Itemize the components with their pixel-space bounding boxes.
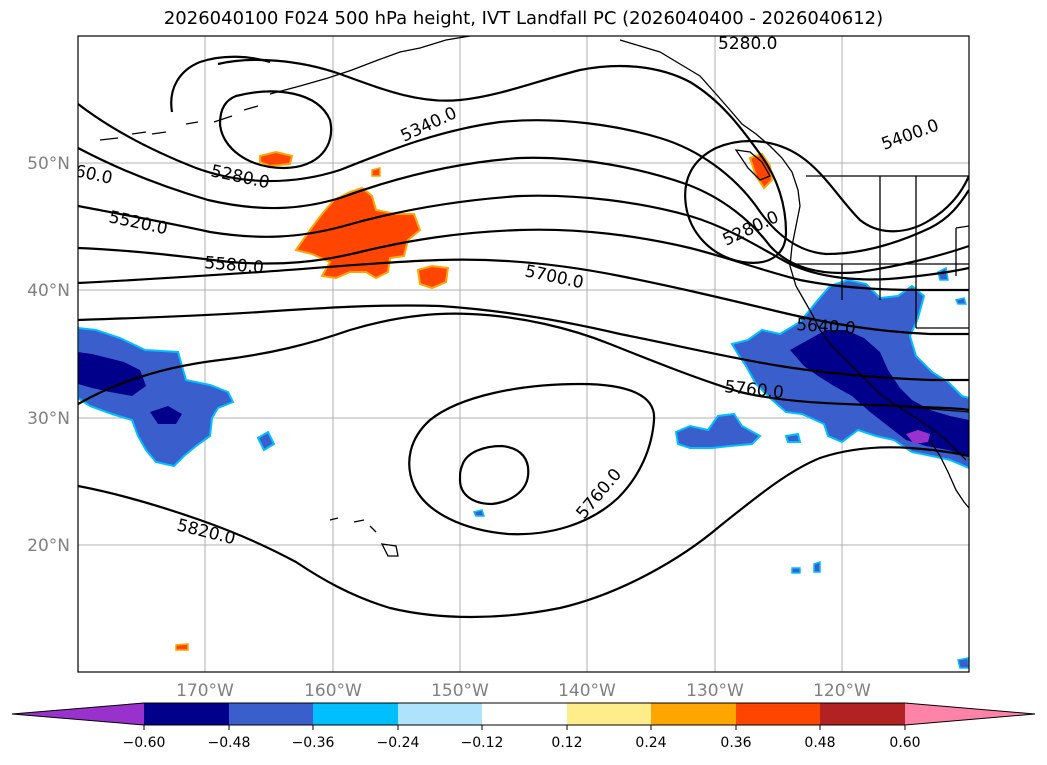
colorbar-segment: [482, 703, 567, 725]
contour-5820-high: [458, 444, 530, 506]
contour-5820-outer: [78, 446, 969, 619]
longitude-labels: 170°W 160°W 150°W 140°W 130°W 120°W: [176, 681, 871, 701]
colorbar-segment: [736, 703, 820, 725]
contour-5700: [78, 304, 969, 382]
colorbar-extend-max: [905, 703, 1035, 725]
map-title: 2026040100 F024 500 hPa height, IVT Land…: [163, 8, 884, 29]
aleutian-islands: [99, 105, 259, 141]
colorbar-segment: [144, 703, 229, 725]
contour-5280-nw: [170, 55, 271, 113]
contour-5400: [78, 103, 969, 256]
negative-core-west: [78, 352, 146, 396]
positive-spot-2: [259, 150, 294, 168]
hawaii-islands: [329, 517, 399, 557]
contour-5280-aleutian-low: [218, 90, 333, 170]
negative-spot-east-small3: [954, 297, 968, 305]
negative-extreme-east: [906, 430, 930, 444]
contour-5460: [78, 147, 969, 275]
contour-label-5640: 5640.0: [796, 315, 857, 339]
contour-5520: [78, 194, 969, 281]
map-frame: [77, 35, 970, 673]
colorbar-segment: [398, 703, 482, 725]
lat-label-50: 50°N: [27, 154, 70, 174]
contour-label-5280-top: 5280.0: [718, 34, 777, 54]
negative-spot-east-small5: [813, 560, 821, 573]
negative-spot-east-small2: [937, 266, 949, 281]
colorbar-tick: −0.24: [377, 735, 420, 751]
contour-5640: [78, 258, 969, 336]
negative-spot-center: [472, 509, 486, 517]
gridlines: [78, 36, 969, 672]
colorbar-tick: 0.48: [804, 735, 835, 751]
colorbar-segment: [651, 703, 736, 725]
contour-5760-high: [408, 382, 656, 536]
baja-coast: [929, 439, 969, 509]
contour-5340-outer-aleutian: [217, 58, 969, 264]
alaska-coast: [269, 36, 471, 95]
colorbar-tick: −0.36: [292, 735, 335, 751]
colorbar-segment: [229, 703, 313, 725]
contour-5580: [78, 228, 969, 292]
lat-label-40: 40°N: [27, 281, 70, 301]
negative-spot-small: [256, 430, 276, 452]
height-contours: [78, 55, 969, 619]
colorbar-segment: [820, 703, 905, 725]
lat-label-30: 30°N: [27, 409, 70, 429]
colorbar-segment: [567, 703, 651, 725]
negative-spot-mid: [674, 412, 762, 449]
lat-label-20: 20°N: [27, 536, 70, 556]
alaska-panhandle-coast: [619, 39, 967, 461]
lon-label-170w: 170°W: [176, 681, 234, 701]
us-state-lines: [790, 176, 969, 329]
positive-spot-5: [175, 643, 189, 651]
lon-label-120w: 120°W: [813, 681, 871, 701]
latitude-labels: 50°N 40°N 30°N 20°N: [27, 154, 70, 556]
colorbar-tick: −0.48: [208, 735, 251, 751]
colorbar-tick: −0.60: [123, 735, 166, 751]
lon-label-130w: 130°W: [686, 681, 744, 701]
colorbar: −0.60 −0.48 −0.36 −0.24 −0.12 0.12 0.24 …: [11, 702, 1036, 751]
positive-region-main: [294, 186, 422, 280]
colorbar-extend-min: [12, 703, 144, 725]
colorbar-tick: −0.12: [461, 735, 504, 751]
colorbar-tick: 0.60: [889, 735, 920, 751]
positive-spot-4: [371, 167, 381, 177]
colorbar-tick: 0.24: [635, 735, 666, 751]
colorbar-segment: [313, 703, 398, 725]
negative-spot-east-small1: [784, 432, 802, 443]
lon-label-140w: 140°W: [558, 681, 616, 701]
positive-spot-1: [416, 264, 450, 290]
negative-spot-west2: [150, 406, 182, 424]
colorbar-tick: 0.36: [720, 735, 751, 751]
vancouver-island: [734, 149, 771, 181]
contour-5760-outer: [78, 312, 969, 412]
colorbar-tick: 0.12: [551, 735, 582, 751]
negative-spot-east-small4: [957, 657, 969, 669]
negative-spot-east-small6: [791, 567, 801, 574]
lon-label-160w: 160°W: [304, 681, 362, 701]
lon-label-150w: 150°W: [431, 681, 489, 701]
